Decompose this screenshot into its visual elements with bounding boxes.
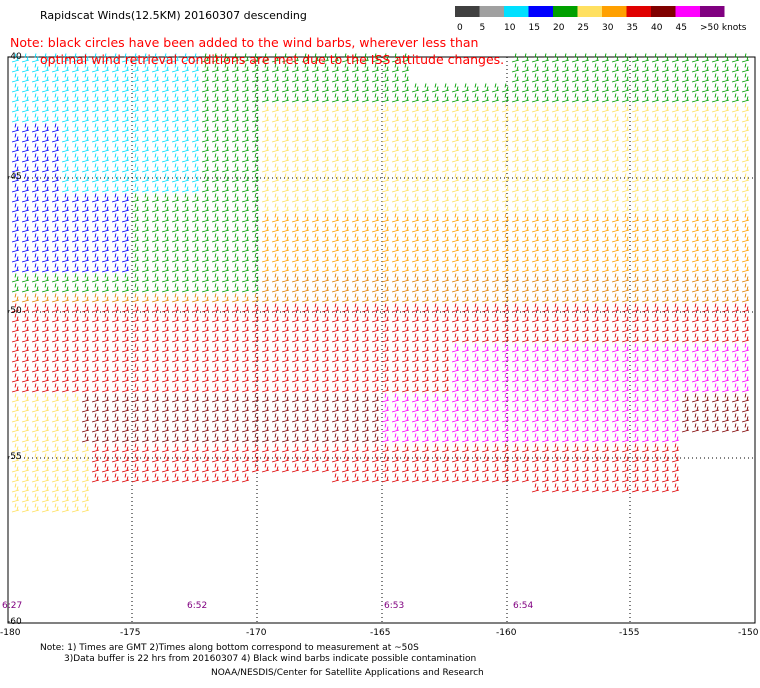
- wind-barb-group: [11, 103, 750, 513]
- legend-label: 45: [676, 23, 687, 33]
- wind-barb-group: [381, 343, 750, 443]
- footer-note-2: 3)Data buffer is 22 hrs from 20160307 4)…: [64, 654, 477, 664]
- note-line-2: optimal wind retrieval conditions are me…: [40, 52, 505, 67]
- wind-barb-group: [11, 53, 750, 293]
- legend-swatch: [455, 6, 480, 17]
- legend-colorbar: 0 5 10 15 20 25 30 35 40 45 >50 knots: [455, 6, 747, 33]
- wind-barbs: [11, 53, 750, 513]
- legend-label: 30: [602, 23, 614, 33]
- legend-swatch: [651, 6, 676, 17]
- wind-barb-group: [11, 303, 750, 493]
- legend-swatch: [577, 6, 602, 17]
- legend-label: 15: [529, 23, 540, 33]
- lon-label-175: -175: [120, 628, 141, 638]
- chart-title: Rapidscat Winds(12.5KM) 20160307 descend…: [40, 9, 307, 22]
- lat-label-45: -45: [7, 172, 22, 182]
- wind-barb-group: [261, 213, 750, 273]
- legend-label: 35: [627, 23, 638, 33]
- lat-label-50: -50: [7, 306, 22, 316]
- lon-label-180: -180: [0, 628, 21, 638]
- footer-credit: NOAA/NESDIS/Center for Satellite Applica…: [211, 668, 484, 678]
- legend-swatch: [626, 6, 651, 17]
- wind-barb-group: [11, 273, 750, 303]
- legend-label: 20: [553, 23, 565, 33]
- lon-label-155: -155: [619, 628, 640, 638]
- time-label-2: 6:52: [187, 601, 208, 611]
- lon-label-165: -165: [370, 628, 391, 638]
- time-label-3: 6:53: [384, 601, 405, 611]
- legend-swatch: [528, 6, 553, 17]
- legend-swatch: [700, 6, 725, 17]
- time-label-1: 6:27: [2, 601, 23, 611]
- legend-label: 25: [578, 23, 589, 33]
- legend-label: 5: [480, 23, 486, 33]
- legend-label: 40: [651, 23, 663, 33]
- legend-label: >50 knots: [700, 23, 747, 33]
- wind-barb-group: [11, 53, 200, 193]
- note-line-1: Note: black circles have been added to t…: [10, 35, 479, 50]
- wind-barb-group: [81, 393, 750, 443]
- lat-label-40: -40: [7, 52, 22, 62]
- legend-swatch: [504, 6, 529, 17]
- lon-label-170: -170: [246, 628, 267, 638]
- legend-label: 10: [504, 23, 516, 33]
- legend-label: 0: [457, 23, 463, 33]
- lon-label-160: -160: [496, 628, 517, 638]
- footer-note-1: Note: 1) Times are GMT 2)Times along bot…: [40, 643, 419, 653]
- wind-barb-group: [11, 123, 130, 273]
- legend-swatch: [675, 6, 700, 17]
- lat-label-55: -55: [7, 452, 22, 462]
- lon-label-150: -150: [738, 628, 759, 638]
- legend-swatch: [602, 6, 627, 17]
- legend-swatch: [479, 6, 504, 17]
- time-label-4: 6:54: [513, 601, 534, 611]
- legend-swatch: [553, 6, 578, 17]
- wind-speed-legend: 0 5 10 15 20 25 30 35 40 45 >50 knots: [455, 6, 755, 40]
- lat-label-60: -60: [7, 617, 22, 627]
